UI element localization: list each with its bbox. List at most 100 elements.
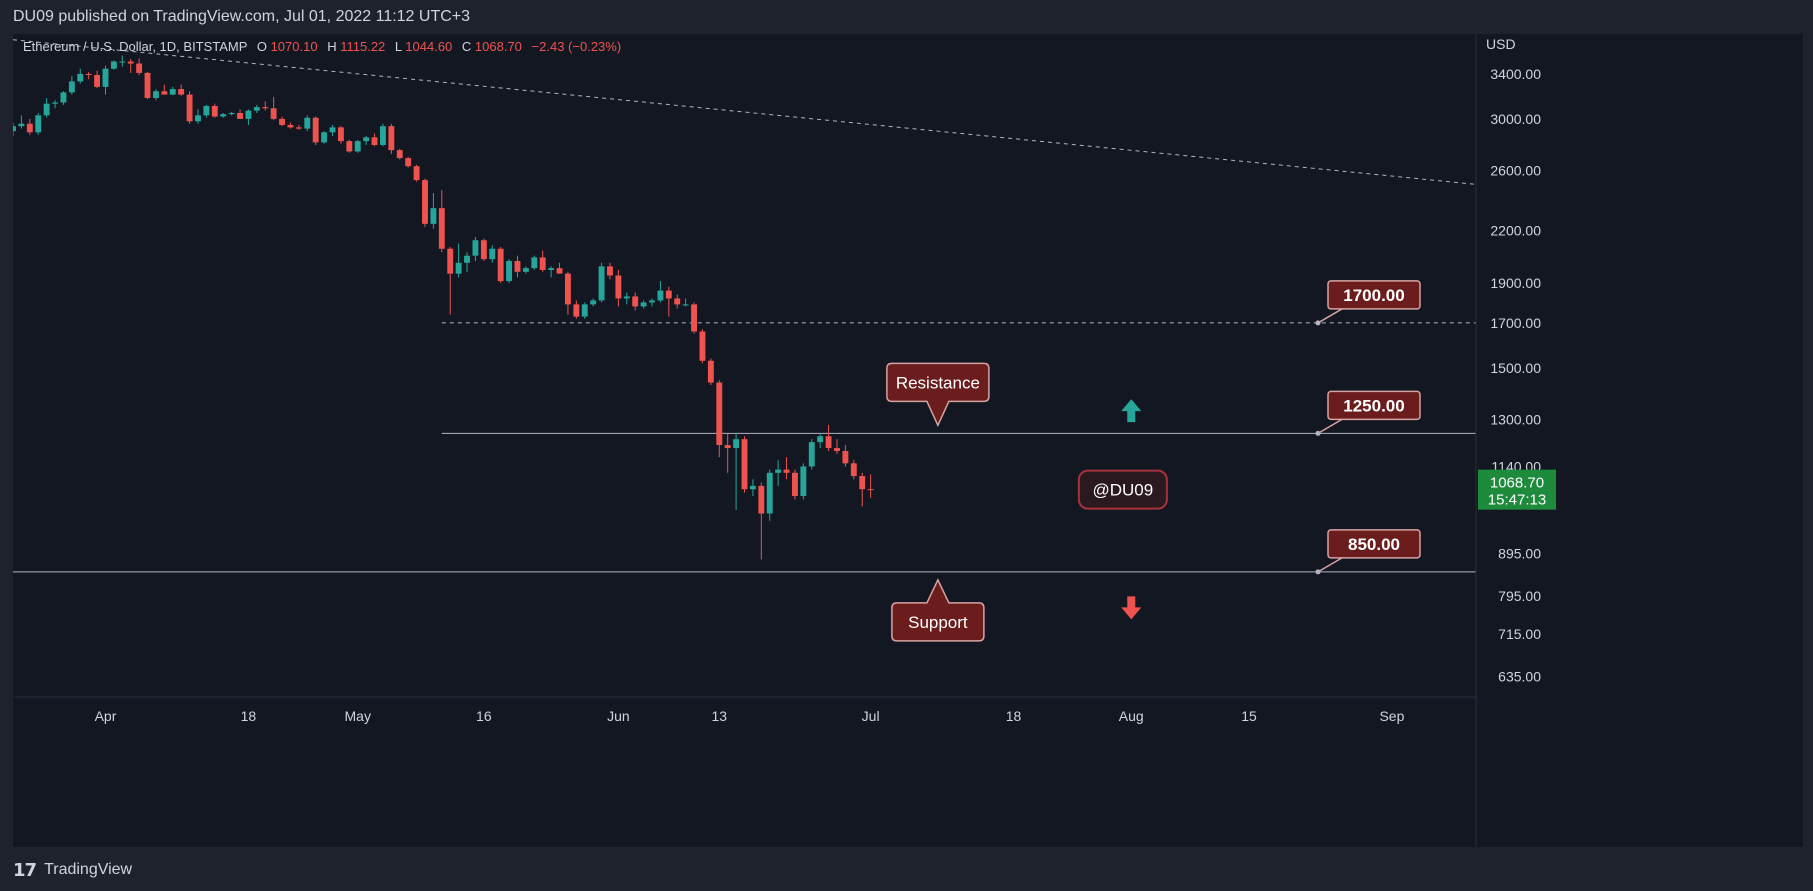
candle[interactable] xyxy=(178,84,185,96)
candle[interactable] xyxy=(312,116,319,145)
candle[interactable] xyxy=(228,111,235,116)
candle[interactable] xyxy=(825,424,832,452)
level-callout-1250.00[interactable]: 1250.00 xyxy=(1315,390,1421,436)
candle[interactable] xyxy=(253,104,260,113)
time-axis[interactable]: Apr 18 May 16 Jun 13 Jul 18 Aug 15 Sep xyxy=(13,696,1476,724)
candle[interactable] xyxy=(380,123,386,147)
candle[interactable] xyxy=(691,302,697,334)
candle[interactable] xyxy=(35,112,42,135)
candle[interactable] xyxy=(161,84,168,95)
candle[interactable] xyxy=(775,460,782,486)
level-callout-1700.00[interactable]: 1700.00 xyxy=(1315,280,1421,326)
candle[interactable] xyxy=(447,247,454,315)
candle[interactable] xyxy=(724,433,731,473)
candle[interactable] xyxy=(405,156,412,168)
candle[interactable] xyxy=(859,472,866,507)
candle[interactable] xyxy=(682,298,689,307)
candle[interactable] xyxy=(632,292,639,311)
candle[interactable] xyxy=(195,109,201,124)
candle[interactable] xyxy=(304,115,311,132)
candle[interactable] xyxy=(396,148,403,160)
candle[interactable] xyxy=(211,103,218,118)
candle[interactable] xyxy=(354,139,361,153)
candle[interactable] xyxy=(758,482,765,560)
chart-panel[interactable]: 1700.00 1250.00 850.00 Resistance Support @DU… xyxy=(10,34,1803,847)
candle[interactable] xyxy=(119,55,126,67)
candle[interactable] xyxy=(152,89,159,101)
candle[interactable] xyxy=(707,358,714,386)
candle[interactable] xyxy=(506,259,513,283)
candle[interactable] xyxy=(623,292,630,305)
candle[interactable] xyxy=(220,112,227,118)
candle[interactable] xyxy=(657,281,664,303)
candle[interactable] xyxy=(514,255,521,278)
candle[interactable] xyxy=(531,255,538,270)
candle[interactable] xyxy=(489,245,496,263)
candle[interactable] xyxy=(136,58,143,76)
candle[interactable] xyxy=(295,124,302,130)
candle[interactable] xyxy=(43,97,50,118)
candle[interactable] xyxy=(640,300,647,309)
annotation-support[interactable]: Support xyxy=(891,578,985,642)
candle[interactable] xyxy=(548,266,555,278)
candle[interactable] xyxy=(169,86,176,96)
candle[interactable] xyxy=(455,243,462,278)
candle[interactable] xyxy=(337,126,344,144)
candle[interactable] xyxy=(102,65,109,95)
candle[interactable] xyxy=(430,193,437,229)
candle[interactable] xyxy=(615,269,622,307)
candle[interactable] xyxy=(539,250,546,272)
candle[interactable] xyxy=(564,271,571,315)
candle[interactable] xyxy=(60,91,67,105)
candle[interactable] xyxy=(18,115,25,129)
candle[interactable] xyxy=(464,252,470,272)
candle[interactable] xyxy=(329,124,336,137)
candle[interactable] xyxy=(110,60,117,70)
candle[interactable] xyxy=(699,329,706,364)
candle[interactable] xyxy=(649,298,655,307)
price-axis[interactable]: USD 3400.00 3000.00 2600.00 2200.00 1900.00 1… xyxy=(1475,34,1541,847)
candle[interactable] xyxy=(733,433,740,510)
candle[interactable] xyxy=(413,164,420,182)
candle[interactable] xyxy=(497,247,504,283)
candle[interactable] xyxy=(808,439,815,470)
candle[interactable] xyxy=(346,139,353,153)
candle[interactable] xyxy=(556,262,563,274)
candle[interactable] xyxy=(741,436,748,493)
candle[interactable] xyxy=(363,136,370,145)
tradingview-brand[interactable]: 17 TradingView xyxy=(13,858,132,882)
candle[interactable] xyxy=(10,122,16,137)
candle[interactable] xyxy=(279,116,286,127)
candle[interactable] xyxy=(186,91,193,124)
candle[interactable] xyxy=(834,439,840,455)
candle[interactable] xyxy=(237,109,243,119)
candle[interactable] xyxy=(598,262,605,303)
candle[interactable] xyxy=(581,302,588,319)
candle[interactable] xyxy=(203,104,210,118)
candle[interactable] xyxy=(127,58,134,73)
candle[interactable] xyxy=(85,71,92,80)
candle[interactable] xyxy=(665,286,672,317)
candle[interactable] xyxy=(766,469,773,521)
candle[interactable] xyxy=(783,457,790,480)
annotation-du09[interactable]: @DU09 xyxy=(1077,469,1168,510)
candle[interactable] xyxy=(52,100,58,109)
candle[interactable] xyxy=(817,433,824,449)
candle[interactable] xyxy=(800,463,807,500)
candle[interactable] xyxy=(270,96,277,121)
candle[interactable] xyxy=(590,298,597,307)
candle[interactable] xyxy=(573,300,580,319)
candle[interactable] xyxy=(321,131,328,144)
candle[interactable] xyxy=(607,262,613,280)
candle[interactable] xyxy=(287,122,294,129)
candle[interactable] xyxy=(262,101,269,111)
candle[interactable] xyxy=(422,178,428,228)
candle[interactable] xyxy=(522,266,529,274)
candle[interactable] xyxy=(245,109,252,125)
candle[interactable] xyxy=(472,236,479,261)
candle[interactable] xyxy=(842,445,849,467)
candle[interactable] xyxy=(850,460,857,480)
downtrend-line[interactable] xyxy=(12,39,1477,185)
candle[interactable] xyxy=(388,123,395,155)
candle[interactable] xyxy=(674,294,681,309)
